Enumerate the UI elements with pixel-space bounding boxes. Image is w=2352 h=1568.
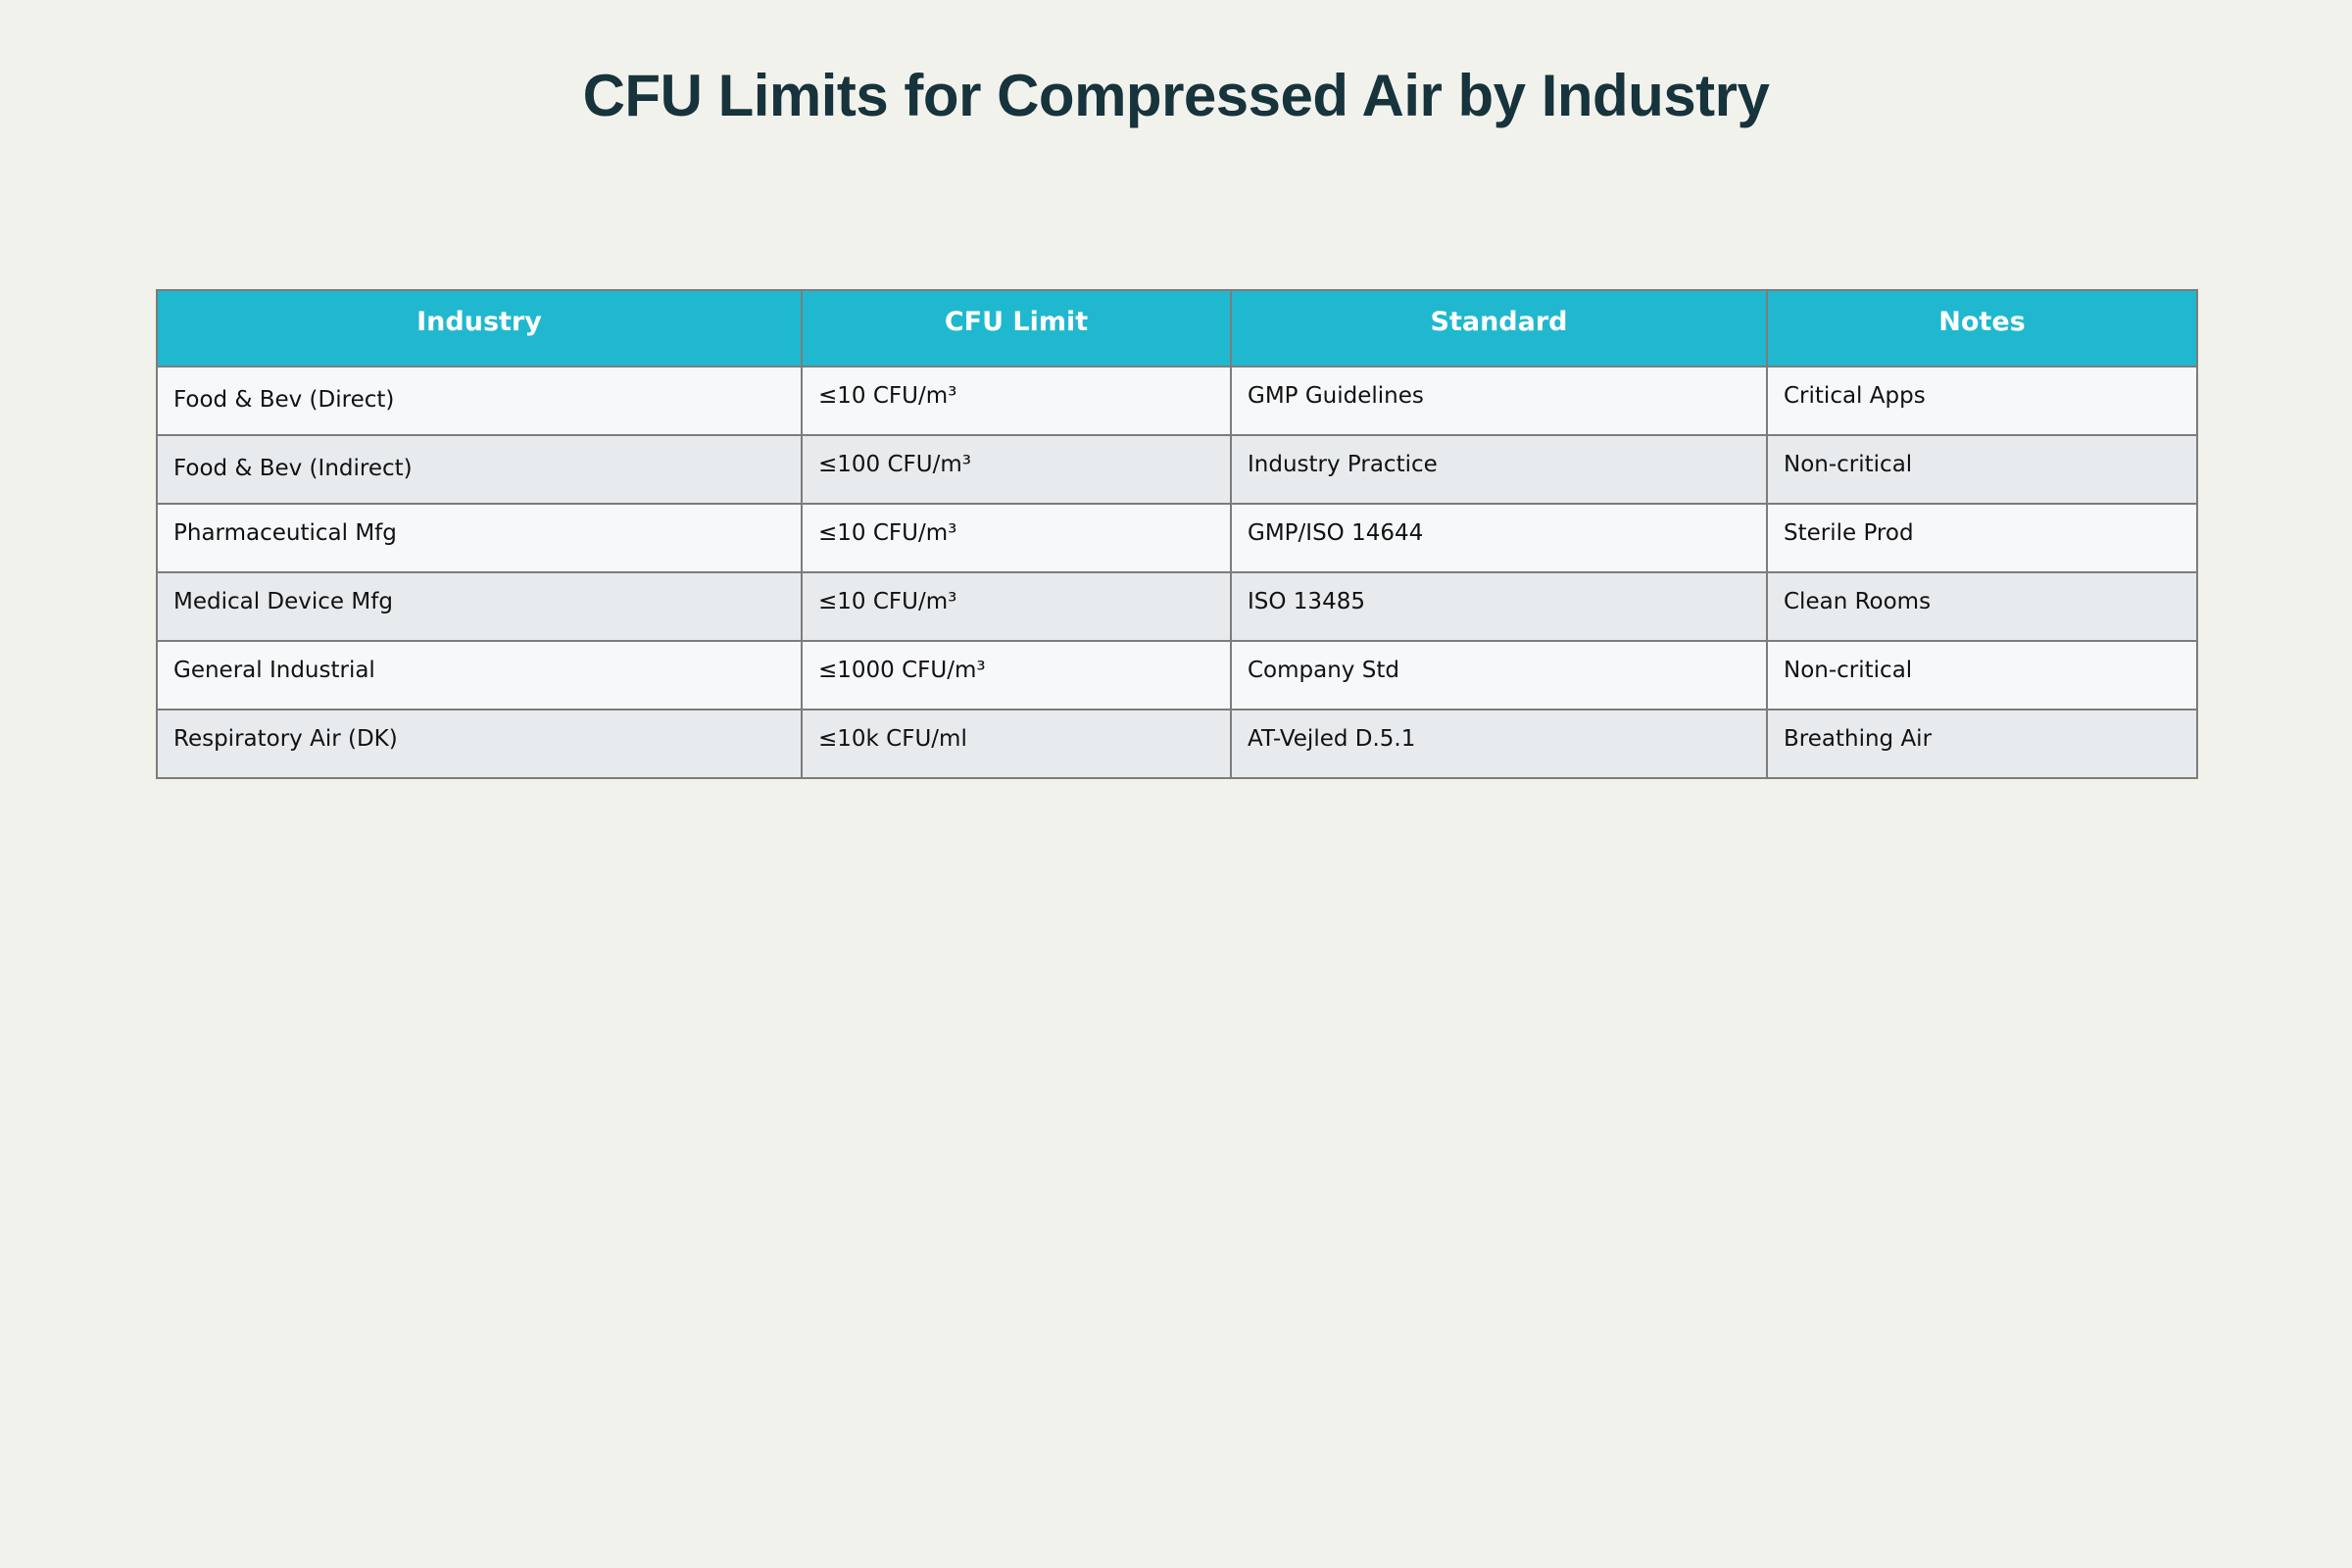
cell-industry: General Industrial — [156, 640, 803, 710]
cell-notes: Critical Apps — [1766, 366, 2198, 436]
cell-standard: ISO 13485 — [1230, 571, 1768, 642]
cell-notes: Non-critical — [1766, 640, 2198, 710]
cell-cfu-limit: ≤10 CFU/m³ — [801, 571, 1232, 642]
table-row: Pharmaceutical Mfg ≤10 CFU/m³ GMP/ISO 14… — [156, 503, 2198, 573]
column-header-standard: Standard — [1230, 289, 1768, 368]
cell-standard: Industry Practice — [1230, 434, 1768, 505]
cfu-limits-table: Industry CFU Limit Standard Notes Food &… — [156, 289, 2198, 779]
cell-cfu-limit: ≤100 CFU/m³ — [801, 434, 1232, 505]
cell-notes: Clean Rooms — [1766, 571, 2198, 642]
table-header-row: Industry CFU Limit Standard Notes — [156, 289, 2198, 368]
cell-cfu-limit: ≤10 CFU/m³ — [801, 503, 1232, 573]
page-title: CFU Limits for Compressed Air by Industr… — [582, 63, 1770, 128]
cell-standard: GMP/ISO 14644 — [1230, 503, 1768, 573]
cell-notes: Sterile Prod — [1766, 503, 2198, 573]
cell-standard: AT-Vejled D.5.1 — [1230, 709, 1768, 779]
cell-cfu-limit: ≤10 CFU/m³ — [801, 366, 1232, 436]
cell-cfu-limit: ≤10k CFU/ml — [801, 709, 1232, 779]
table-row: Food & Bev (Direct) ≤10 CFU/m³ GMP Guide… — [156, 366, 2198, 436]
cell-industry: Respiratory Air (DK) — [156, 709, 803, 779]
table-row: Food & Bev (Indirect) ≤100 CFU/m³ Indust… — [156, 434, 2198, 505]
column-header-industry: Industry — [156, 289, 803, 368]
cell-industry: Food & Bev (Direct) — [156, 366, 803, 436]
table-row: General Industrial ≤1000 CFU/m³ Company … — [156, 640, 2198, 710]
cell-standard: GMP Guidelines — [1230, 366, 1768, 436]
column-header-notes: Notes — [1766, 289, 2198, 368]
cell-cfu-limit: ≤1000 CFU/m³ — [801, 640, 1232, 710]
table-row: Respiratory Air (DK) ≤10k CFU/ml AT-Vejl… — [156, 709, 2198, 779]
cell-notes: Breathing Air — [1766, 709, 2198, 779]
cell-standard: Company Std — [1230, 640, 1768, 710]
cell-notes: Non-critical — [1766, 434, 2198, 505]
cell-industry: Food & Bev (Indirect) — [156, 434, 803, 505]
cell-industry: Pharmaceutical Mfg — [156, 503, 803, 573]
column-header-cfu-limit: CFU Limit — [801, 289, 1232, 368]
cell-industry: Medical Device Mfg — [156, 571, 803, 642]
table-row: Medical Device Mfg ≤10 CFU/m³ ISO 13485 … — [156, 571, 2198, 642]
